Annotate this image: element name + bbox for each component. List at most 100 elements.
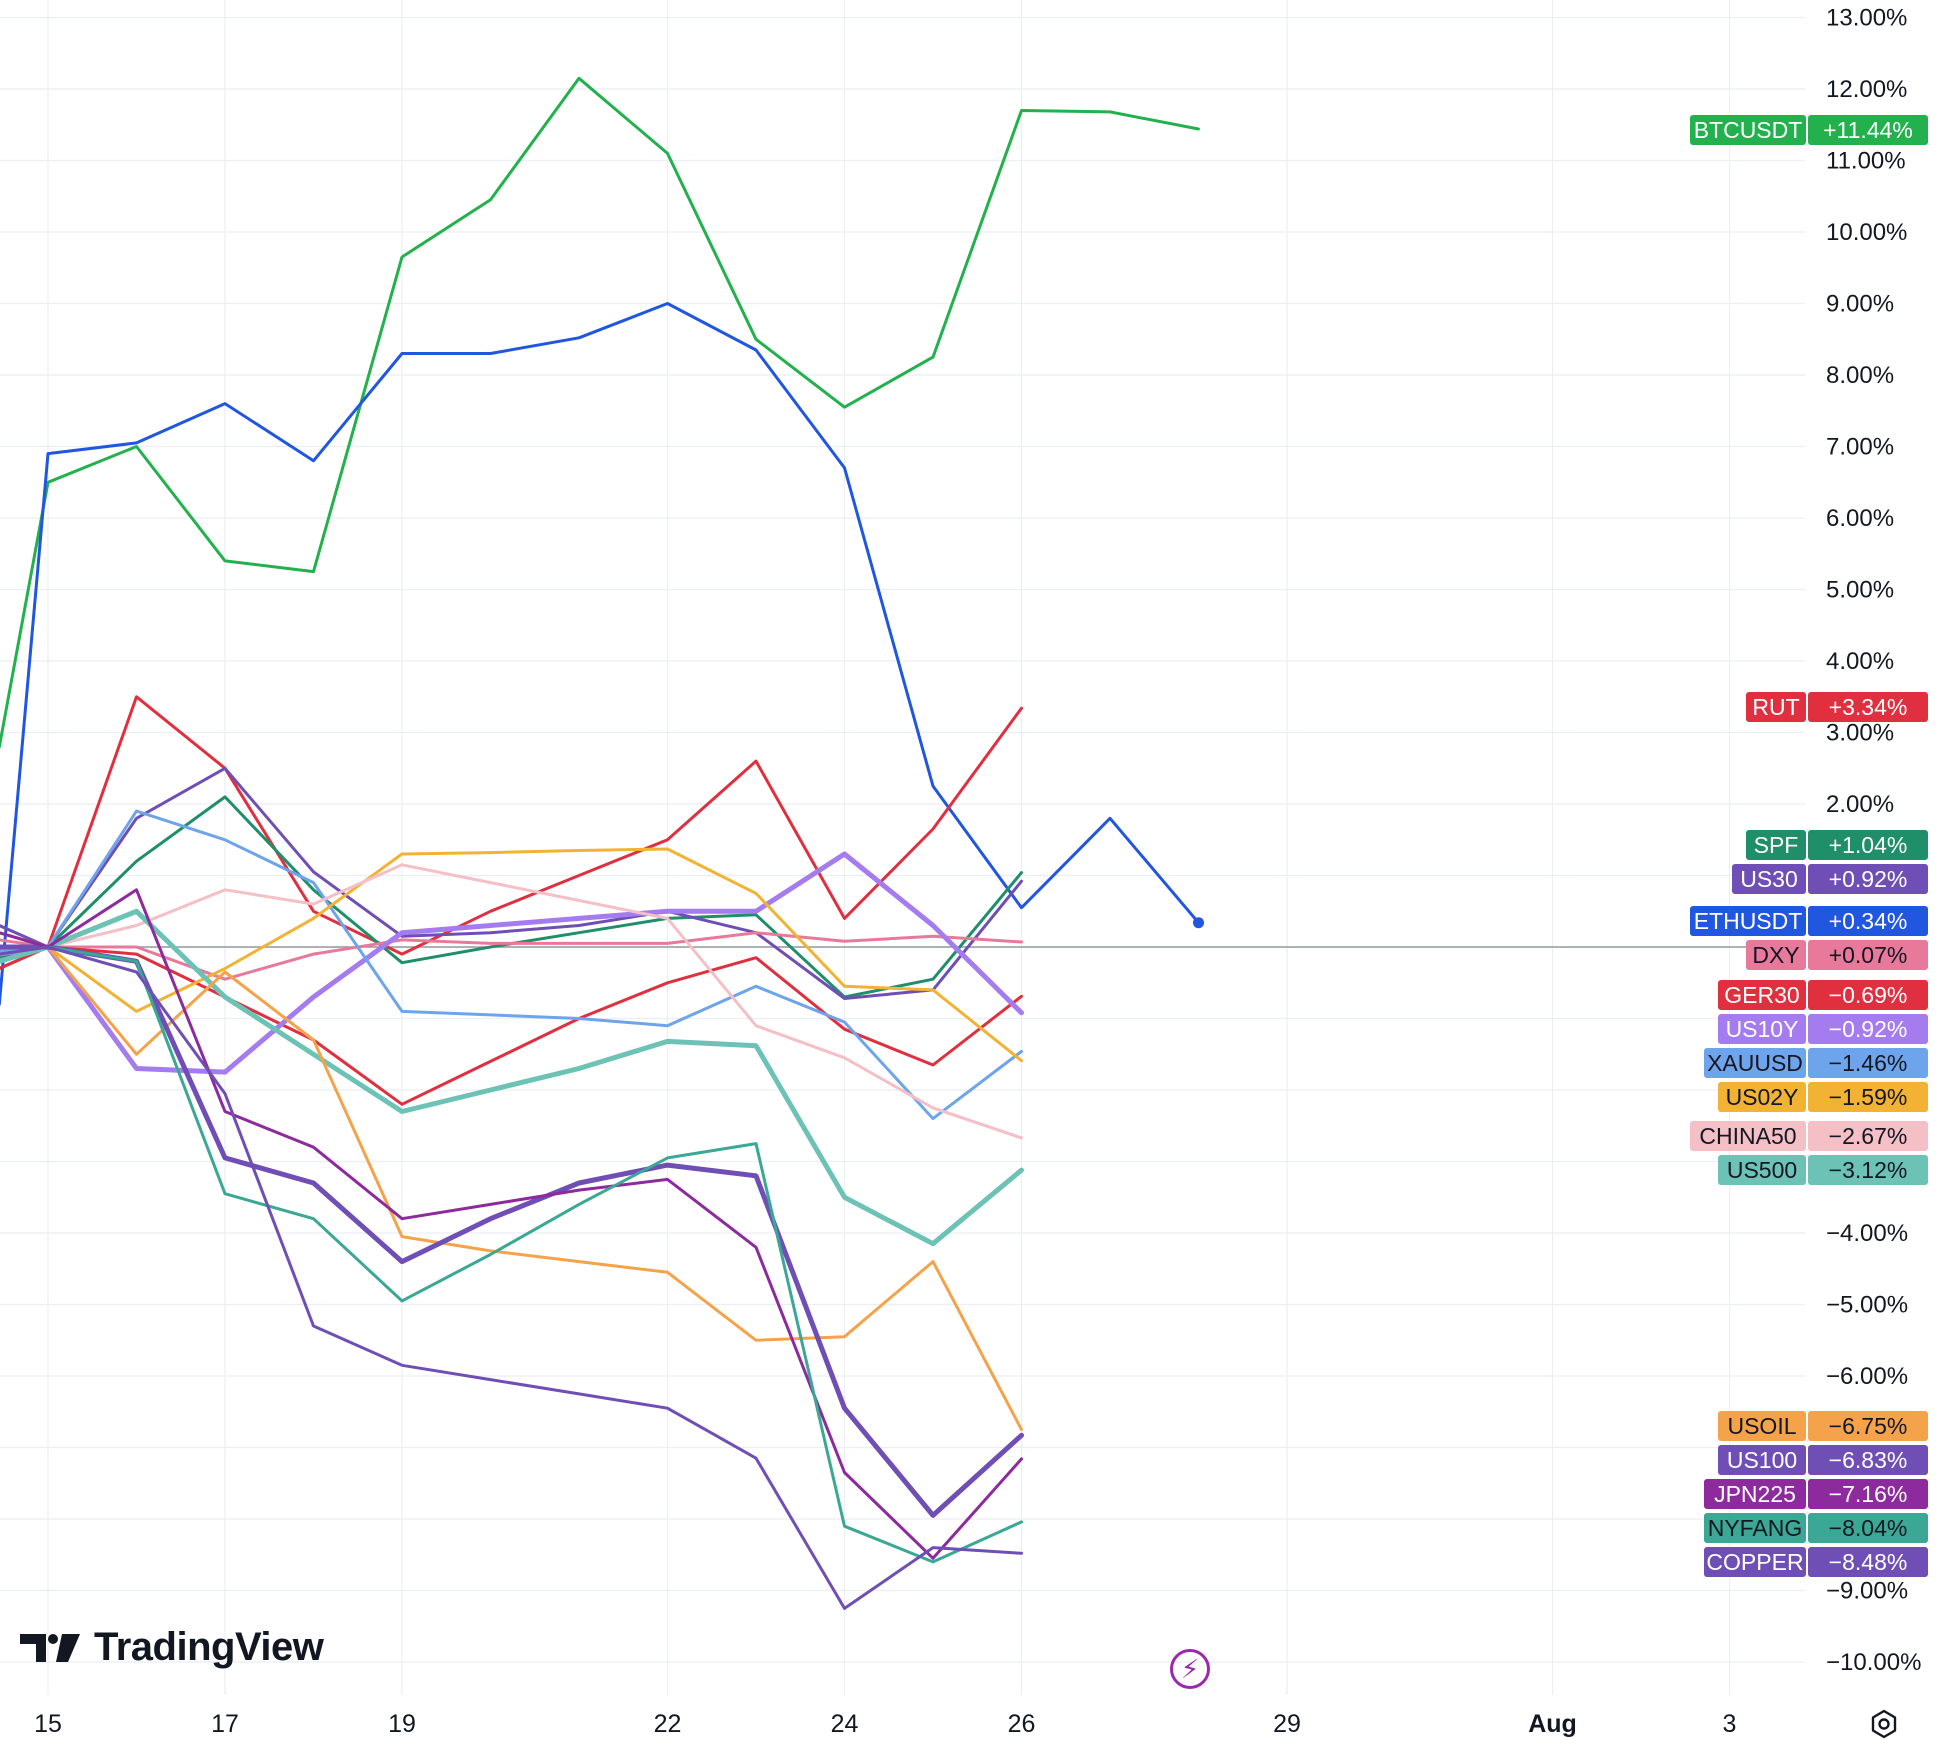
price-axis[interactable]: 13.00% 12.00% 11.00% 10.00% 9.00% 8.00% 7.00% 6… bbox=[1826, 5, 1921, 1677]
tag-name-box bbox=[1718, 1082, 1806, 1112]
tag-value-box bbox=[1808, 1082, 1928, 1112]
tag-name-text: US02Y bbox=[1726, 1084, 1799, 1110]
chart-grid bbox=[0, 0, 1805, 1695]
tag-value-box bbox=[1808, 906, 1928, 936]
settings-gear-icon[interactable] bbox=[1868, 1708, 1900, 1740]
price-tags: BTCUSDT +11.44% RUT +3.34% SPF +1.04% US30 +0.9… bbox=[1690, 115, 1928, 1577]
y-tick-label: 8.00% bbox=[1826, 362, 1894, 389]
tag-value-box bbox=[1808, 1479, 1928, 1509]
y-tick-label: 9.00% bbox=[1826, 291, 1894, 318]
x-tick-label: 22 bbox=[654, 1710, 682, 1738]
tag-value-box bbox=[1808, 830, 1928, 860]
tag-name-box bbox=[1690, 115, 1806, 145]
tag-value-box bbox=[1808, 115, 1928, 145]
y-tick-label: 7.00% bbox=[1826, 434, 1894, 461]
tag-value-text: −6.75% bbox=[1829, 1413, 1908, 1439]
x-tick-label: 3 bbox=[1723, 1710, 1737, 1738]
tag-value-box bbox=[1808, 1155, 1928, 1185]
x-tick-label: 19 bbox=[388, 1710, 416, 1738]
series-line-copper bbox=[0, 945, 1023, 1610]
tag-name-text: NYFANG bbox=[1708, 1515, 1803, 1541]
series-line-spf bbox=[0, 795, 1023, 999]
tag-name-box bbox=[1746, 830, 1806, 860]
price-tag-xauusd: XAUUSD −1.46% bbox=[1704, 1048, 1928, 1078]
tag-name-text: US100 bbox=[1727, 1447, 1797, 1473]
series-line-rut bbox=[0, 695, 1023, 970]
series-line-usoil bbox=[0, 945, 1023, 1432]
tradingview-logo-icon bbox=[20, 1633, 80, 1662]
series-line-us500 bbox=[0, 908, 1024, 1247]
tag-name-box bbox=[1718, 980, 1806, 1010]
series-line-us02y bbox=[0, 847, 1023, 1063]
time-axis[interactable]: 15 17 19 22 24 26 29 Aug 3 bbox=[34, 1710, 1736, 1738]
y-tick-label: −4.00% bbox=[1826, 1220, 1908, 1247]
y-tick-label: 5.00% bbox=[1826, 577, 1894, 604]
y-tick-label: 12.00% bbox=[1826, 76, 1907, 103]
series-line-us30 bbox=[0, 766, 1023, 1000]
tag-name-text: USOIL bbox=[1727, 1413, 1796, 1439]
tag-value-text: −0.69% bbox=[1829, 982, 1908, 1008]
lightning-bolt-icon[interactable]: ⚡ bbox=[1170, 1649, 1210, 1689]
x-tick-label: 15 bbox=[34, 1710, 62, 1738]
tag-name-text: US500 bbox=[1727, 1157, 1797, 1183]
tag-value-text: −8.48% bbox=[1829, 1549, 1908, 1575]
x-tick-label: 24 bbox=[831, 1710, 859, 1738]
price-tag-ethusdt: ETHUSDT +0.34% bbox=[1690, 906, 1928, 936]
tag-value-text: −6.83% bbox=[1829, 1447, 1908, 1473]
tag-value-text: −0.92% bbox=[1829, 1016, 1908, 1042]
tag-value-box bbox=[1808, 1547, 1928, 1577]
tag-value-text: +0.34% bbox=[1829, 908, 1908, 934]
tag-value-box bbox=[1808, 1445, 1928, 1475]
tag-value-box bbox=[1808, 1048, 1928, 1078]
x-tick-label: 26 bbox=[1008, 1710, 1036, 1738]
tag-value-text: +3.34% bbox=[1829, 694, 1908, 720]
tag-value-box bbox=[1808, 1121, 1928, 1151]
tag-name-text: DXY bbox=[1752, 942, 1799, 968]
x-tick-label: Aug bbox=[1528, 1710, 1577, 1738]
y-tick-label: 2.00% bbox=[1826, 791, 1894, 818]
brand-name: TradingView bbox=[94, 1625, 324, 1669]
tag-value-text: +0.92% bbox=[1829, 866, 1908, 892]
price-tag-jpn225: JPN225 −7.16% bbox=[1704, 1479, 1928, 1509]
tag-name-text: ETHUSDT bbox=[1694, 908, 1803, 934]
tag-value-box bbox=[1808, 980, 1928, 1010]
tag-name-text: BTCUSDT bbox=[1694, 117, 1803, 143]
y-tick-label: 10.00% bbox=[1826, 219, 1907, 246]
tag-name-box bbox=[1746, 692, 1806, 722]
tag-value-text: −8.04% bbox=[1829, 1515, 1908, 1541]
series-line-jpn225 bbox=[0, 888, 1023, 1560]
tag-name-box bbox=[1746, 940, 1806, 970]
series-line-dxy bbox=[0, 931, 1023, 981]
series-line-xauusd bbox=[0, 809, 1023, 1121]
price-tag-us30: US30 +0.92% bbox=[1732, 864, 1928, 894]
tag-value-text: +0.07% bbox=[1829, 942, 1908, 968]
x-tick-label: 29 bbox=[1273, 1710, 1301, 1738]
tag-value-box bbox=[1808, 1411, 1928, 1441]
series-line-ethusdt bbox=[0, 302, 1200, 1006]
tag-name-text: US30 bbox=[1740, 866, 1798, 892]
tag-name-box bbox=[1690, 906, 1806, 936]
tag-value-text: −1.46% bbox=[1829, 1050, 1908, 1076]
price-tag-us02y: US02Y −1.59% bbox=[1718, 1082, 1928, 1112]
tag-name-text: COPPER bbox=[1706, 1549, 1803, 1575]
tag-name-text: CHINA50 bbox=[1699, 1123, 1796, 1149]
tag-name-box bbox=[1732, 864, 1806, 894]
y-tick-label: −9.00% bbox=[1826, 1578, 1908, 1605]
tag-name-box bbox=[1718, 1014, 1806, 1044]
tag-name-text: RUT bbox=[1752, 694, 1799, 720]
tag-name-text: GER30 bbox=[1724, 982, 1799, 1008]
series-line-ger30 bbox=[0, 945, 1023, 1106]
y-tick-label: −10.00% bbox=[1826, 1649, 1921, 1676]
tag-value-text: −3.12% bbox=[1829, 1157, 1908, 1183]
tag-value-box bbox=[1808, 1014, 1928, 1044]
price-tag-copper: COPPER −8.48% bbox=[1704, 1547, 1928, 1577]
tag-value-box bbox=[1808, 940, 1928, 970]
price-tag-spf: SPF +1.04% bbox=[1746, 830, 1928, 860]
tag-value-text: +11.44% bbox=[1823, 117, 1913, 143]
tag-name-box bbox=[1704, 1513, 1806, 1543]
tag-name-box bbox=[1718, 1411, 1806, 1441]
y-tick-label: 4.00% bbox=[1826, 648, 1894, 675]
series-lines bbox=[0, 76, 1204, 1610]
tag-value-text: −7.16% bbox=[1829, 1481, 1908, 1507]
